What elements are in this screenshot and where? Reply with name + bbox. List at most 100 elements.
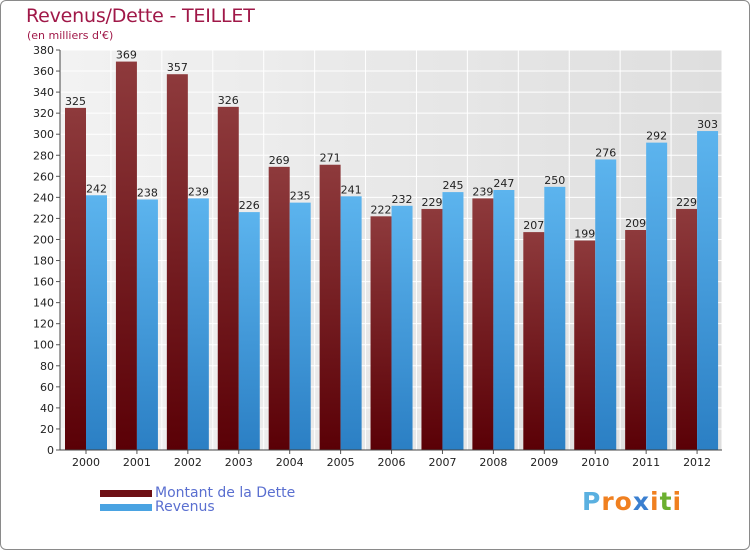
y-tick-label: 80: [40, 360, 54, 373]
logo-letter: i: [672, 487, 683, 516]
data-label-debt: 199: [574, 228, 595, 241]
data-label-debt: 209: [625, 217, 646, 230]
y-tick-label: 360: [33, 65, 54, 78]
bar-debt: [166, 74, 188, 451]
bar-revenue: [391, 205, 413, 450]
y-tick-label: 100: [33, 339, 54, 352]
data-label-debt: 357: [167, 61, 188, 74]
x-tick-label: 2008: [479, 456, 507, 469]
bar-revenue: [238, 212, 260, 450]
legend-label-debt: Montant de la Dette: [155, 485, 296, 501]
data-label-revenue: 247: [493, 177, 514, 190]
bar-revenue: [442, 192, 464, 450]
y-tick-label: 40: [40, 402, 54, 415]
bar-revenue: [187, 198, 209, 450]
y-tick-label: 280: [33, 149, 54, 162]
data-label-debt: 271: [320, 152, 341, 165]
data-label-revenue: 238: [137, 186, 158, 199]
data-label-debt: 325: [65, 95, 86, 108]
x-tick-label: 2005: [327, 456, 355, 469]
y-tick-label: 60: [40, 381, 54, 394]
x-tick-label: 2010: [581, 456, 609, 469]
bar-revenue: [136, 199, 158, 450]
y-tick-label: 340: [33, 86, 54, 99]
data-label-revenue: 241: [341, 183, 362, 196]
bar-debt: [115, 61, 137, 450]
x-tick-label: 2003: [225, 456, 253, 469]
y-tick-label: 180: [33, 255, 54, 268]
bar-debt: [421, 208, 443, 450]
data-label-revenue: 232: [392, 193, 413, 206]
data-label-revenue: 245: [442, 179, 463, 192]
legend-label-revenue: Revenus: [155, 499, 215, 515]
bar-debt: [574, 240, 596, 450]
chart-title: Revenus/Dette - TEILLET: [26, 5, 255, 27]
bar-revenue: [646, 142, 668, 450]
data-label-debt: 222: [371, 203, 392, 216]
y-tick-label: 240: [33, 191, 54, 204]
bar-debt: [625, 230, 647, 450]
data-label-revenue: 242: [86, 182, 107, 195]
x-tick-label: 2004: [276, 456, 304, 469]
bar-revenue: [544, 186, 566, 450]
data-label-revenue: 226: [239, 199, 260, 212]
bar-revenue: [697, 131, 719, 451]
x-tick-label: 2009: [530, 456, 558, 469]
x-tick-label: 2002: [174, 456, 202, 469]
x-tick-label: 2011: [632, 456, 660, 469]
data-label-debt: 229: [421, 196, 442, 209]
data-label-debt: 207: [523, 219, 544, 232]
y-tick-label: 200: [33, 233, 54, 246]
logo-letter: P: [582, 487, 602, 516]
y-tick-label: 0: [47, 444, 54, 457]
bar-debt: [523, 232, 545, 450]
bar-debt: [472, 198, 494, 450]
data-label-revenue: 235: [290, 190, 311, 203]
bar-revenue: [595, 159, 617, 450]
data-label-debt: 229: [676, 196, 697, 209]
data-label-revenue: 292: [646, 130, 667, 143]
x-tick-label: 2000: [72, 456, 100, 469]
logo-letter: o: [614, 487, 633, 516]
y-tick-label: 320: [33, 107, 54, 120]
data-label-revenue: 276: [595, 146, 616, 159]
bar-revenue: [86, 195, 107, 450]
legend-swatch-debt: [100, 490, 152, 497]
bar-debt: [65, 107, 86, 450]
y-tick-label: 260: [33, 170, 54, 183]
bar-revenue: [493, 190, 515, 450]
bar-debt: [268, 166, 290, 450]
x-tick-label: 2007: [428, 456, 456, 469]
y-tick-label: 300: [33, 128, 54, 141]
logo-letter: i: [650, 487, 660, 516]
y-tick-label: 140: [33, 297, 54, 310]
bar-debt: [370, 216, 392, 450]
logo-letter: t: [659, 487, 673, 516]
bar-debt: [676, 208, 698, 450]
data-label-debt: 326: [218, 94, 239, 107]
y-tick-label: 20: [40, 423, 54, 436]
logo-letter: x: [632, 487, 650, 516]
bar-revenue: [340, 196, 362, 450]
x-tick-label: 2001: [123, 456, 151, 469]
bar-debt: [319, 164, 341, 450]
bar-debt: [217, 106, 239, 450]
data-label-revenue: 303: [697, 118, 718, 131]
logo-letter: r: [601, 487, 615, 516]
y-tick-label: 120: [33, 318, 54, 331]
proxiti-logo: Proxiti: [582, 487, 682, 516]
legend-swatch-revenue: [100, 504, 152, 511]
data-label-revenue: 239: [188, 185, 209, 198]
data-label-debt: 239: [472, 185, 493, 198]
x-tick-label: 2006: [378, 456, 406, 469]
chart-subtitle: (en milliers d'€): [27, 29, 114, 42]
y-tick-label: 220: [33, 212, 54, 225]
x-tick-label: 2012: [683, 456, 711, 469]
y-tick-label: 380: [33, 44, 54, 57]
data-label-debt: 369: [116, 49, 137, 62]
data-label-revenue: 250: [544, 174, 565, 187]
data-label-debt: 269: [269, 154, 290, 167]
bar-revenue: [289, 202, 311, 450]
y-tick-label: 160: [33, 276, 54, 289]
